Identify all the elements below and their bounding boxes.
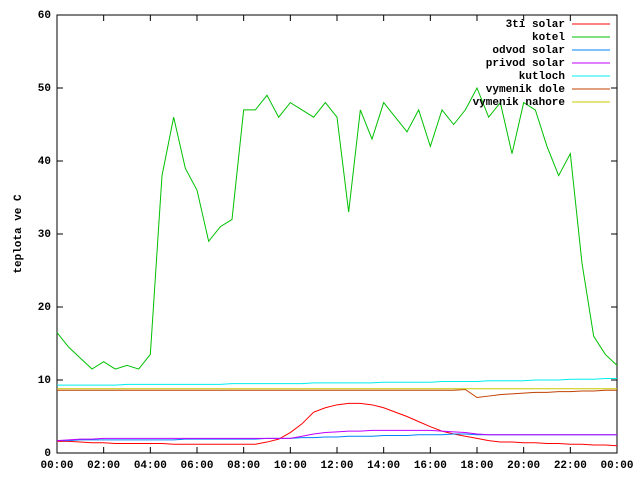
x-tick-label: 16:00 bbox=[414, 460, 447, 472]
series-line bbox=[57, 378, 617, 386]
x-tick-label: 22:00 bbox=[554, 460, 587, 472]
legend-label: vymenik dole bbox=[486, 84, 566, 96]
series-line bbox=[56, 86, 618, 370]
y-tick-label: 40 bbox=[38, 156, 51, 168]
legend-label: vymenik nahore bbox=[473, 97, 566, 109]
y-tick-label: 60 bbox=[38, 10, 51, 22]
y-tick-label: 20 bbox=[38, 302, 51, 314]
x-tick-label: 00:00 bbox=[40, 460, 73, 472]
y-tick-label: 0 bbox=[44, 448, 51, 460]
x-tick-label: 12:00 bbox=[320, 460, 353, 472]
y-tick-label: 30 bbox=[38, 229, 51, 241]
x-tick-label: 14:00 bbox=[367, 460, 400, 472]
x-tick-label: 06:00 bbox=[180, 460, 213, 472]
series-line bbox=[57, 402, 618, 447]
legend-label: odvod solar bbox=[492, 45, 565, 57]
x-tick-label: 00:00 bbox=[600, 460, 633, 472]
y-tick-label: 10 bbox=[38, 375, 51, 387]
legend-label: kutloch bbox=[519, 71, 565, 83]
x-tick-label: 02:00 bbox=[87, 460, 120, 472]
series-line bbox=[57, 388, 617, 399]
x-tick-label: 08:00 bbox=[227, 460, 260, 472]
x-tick-label: 10:00 bbox=[274, 460, 307, 472]
y-tick-label: 50 bbox=[38, 83, 51, 95]
legend-label: privod solar bbox=[486, 58, 565, 70]
series-line bbox=[56, 429, 617, 442]
y-axis-label: teplota ve C bbox=[13, 194, 25, 274]
x-tick-label: 20:00 bbox=[507, 460, 540, 472]
legend-label: 3ti solar bbox=[506, 19, 565, 31]
x-tick-label: 04:00 bbox=[134, 460, 167, 472]
x-tick-label: 18:00 bbox=[460, 460, 493, 472]
legend-label: kotel bbox=[532, 32, 565, 44]
